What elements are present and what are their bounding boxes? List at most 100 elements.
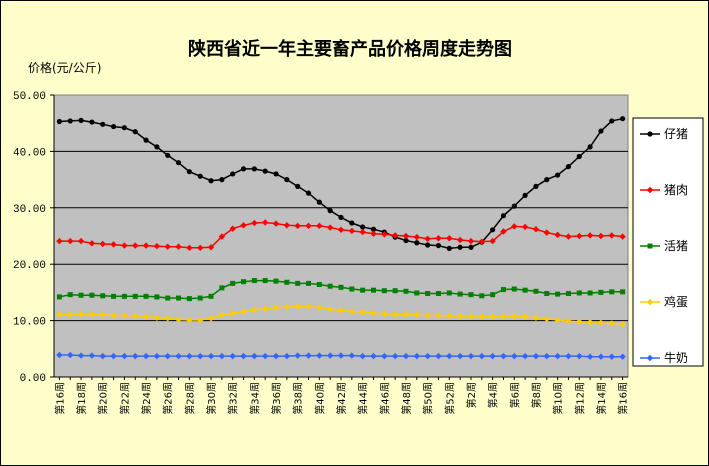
data-point (597, 232, 605, 240)
data-point (435, 235, 442, 242)
data-point (241, 279, 247, 285)
y-axis-label: 价格(元/公斤) (28, 60, 101, 75)
data-point (143, 137, 149, 143)
legend-item: 鸡蛋 (640, 294, 688, 309)
data-point (284, 279, 290, 285)
data-point (261, 219, 269, 226)
legend-marker (646, 186, 654, 194)
data-point (56, 237, 63, 245)
data-point (608, 320, 615, 327)
x-ticks: 第16周 第18周 第20周 第22周 第24周 第26周 第28周 第30周 第32周 第34周… (53, 377, 630, 415)
data-point (132, 352, 139, 360)
data-point (533, 288, 539, 294)
data-point (467, 237, 475, 245)
data-point (576, 318, 583, 325)
data-point (511, 352, 518, 360)
data-point (218, 233, 226, 240)
data-point (446, 312, 453, 320)
data-point (598, 289, 604, 295)
data-point (608, 353, 615, 360)
data-point (532, 314, 540, 321)
data-point (273, 171, 279, 177)
data-point (229, 225, 236, 232)
data-point (511, 223, 518, 230)
data-point (197, 352, 204, 360)
data-point (283, 303, 291, 311)
data-point (359, 352, 366, 360)
data-point (251, 306, 258, 314)
data-point (381, 288, 387, 294)
data-point (121, 125, 127, 131)
x-tick-label: 第44周 (357, 382, 370, 415)
gridlines (54, 150, 628, 322)
data-point (99, 352, 106, 360)
data-point (425, 242, 431, 248)
data-point (218, 352, 226, 360)
x-tick-label: 第20周 (97, 382, 110, 415)
data-point (207, 315, 215, 322)
data-point (175, 352, 182, 360)
data-point (446, 235, 453, 242)
data-point (338, 284, 344, 290)
x-tick-label: 第18周 (75, 382, 88, 415)
data-point (609, 289, 615, 295)
data-point (349, 220, 355, 226)
data-point (176, 295, 182, 301)
data-point (121, 352, 128, 360)
data-point (467, 313, 475, 320)
data-point (424, 235, 431, 243)
data-point (142, 242, 150, 249)
data-point (100, 121, 106, 127)
data-point (500, 313, 507, 320)
legend-item: 仔猪 (640, 127, 688, 141)
data-point (413, 311, 421, 319)
data-point (413, 233, 421, 241)
data-point (446, 352, 453, 360)
x-tick-label: 第26周 (162, 382, 175, 415)
data-point (186, 352, 193, 360)
data-point (186, 169, 192, 175)
data-point (414, 290, 420, 296)
y-ticks: 0.00 10.00 20.00 30.00 40.00 50.00 (13, 91, 54, 385)
legend-item: 牛奶 (640, 350, 688, 365)
data-point (348, 352, 356, 359)
data-point (413, 352, 421, 360)
data-point (197, 173, 203, 179)
data-point (272, 352, 280, 360)
data-point (532, 226, 540, 233)
data-point (555, 172, 561, 178)
x-tick-label: 第38周 (292, 382, 305, 415)
x-tick-label: 第28周 (183, 382, 196, 415)
data-point (587, 290, 593, 296)
data-point (164, 352, 171, 360)
data-point (111, 293, 117, 299)
data-point (500, 213, 507, 219)
data-point (251, 219, 258, 227)
data-point (522, 287, 528, 293)
data-point (532, 352, 540, 360)
data-point (446, 290, 452, 296)
data-point (229, 352, 236, 360)
data-point (543, 229, 550, 236)
data-point (544, 291, 550, 297)
data-point (208, 293, 214, 299)
data-point (261, 305, 269, 312)
data-point (587, 144, 593, 150)
data-point (467, 352, 475, 360)
data-point (511, 312, 518, 320)
data-point (132, 242, 139, 249)
data-point (565, 164, 572, 170)
data-point (208, 178, 214, 184)
data-point (326, 306, 334, 313)
data-point (67, 118, 73, 124)
data-point (392, 288, 398, 294)
data-point (370, 352, 377, 360)
x-tick-label: 第12周 (573, 382, 586, 415)
plot-area (53, 94, 629, 378)
data-point (164, 243, 171, 250)
data-point (88, 352, 96, 359)
data-point (544, 177, 550, 183)
data-point (230, 171, 236, 177)
data-point (435, 352, 442, 360)
